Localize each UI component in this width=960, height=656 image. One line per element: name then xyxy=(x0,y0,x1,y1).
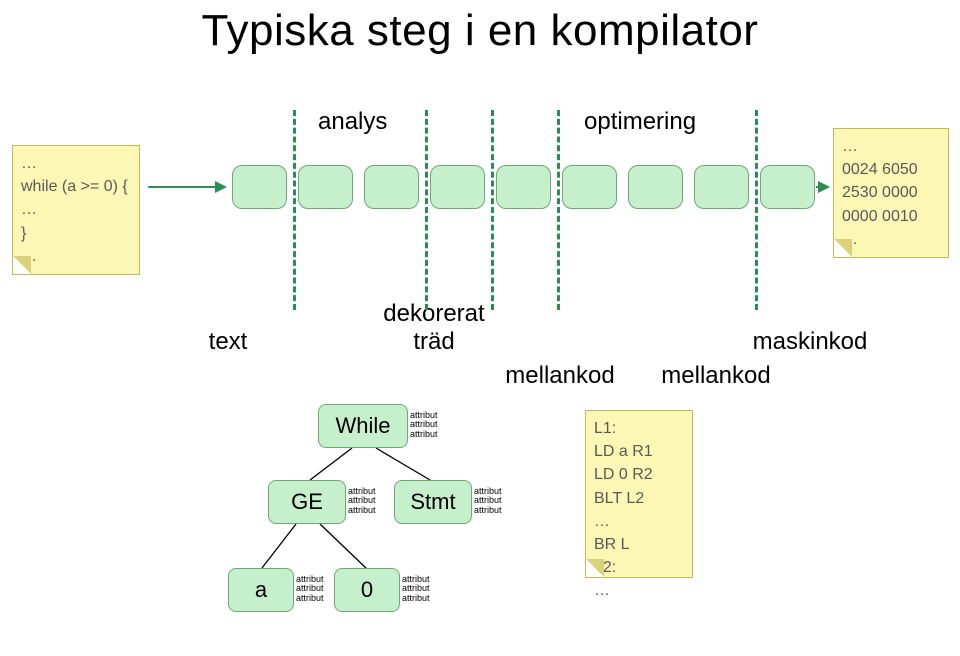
pipeline-stage xyxy=(562,165,617,209)
pipeline-stage xyxy=(232,165,287,209)
attrib-word: attribut xyxy=(474,506,502,515)
note-line: L1: xyxy=(594,417,684,440)
attrib-labels-zero: attributattributattribut xyxy=(402,575,430,603)
attrib-word: attribut xyxy=(348,506,376,515)
pipeline-separator xyxy=(491,110,494,310)
phase-analys: analys xyxy=(318,108,387,136)
note-fold-icon xyxy=(13,256,31,274)
note-line: 0000 0010 xyxy=(842,205,940,228)
note-fold-icon xyxy=(834,239,852,257)
pipeline-stage xyxy=(694,165,749,209)
pipeline-stage xyxy=(760,165,815,209)
attrib-labels-while: attributattributattribut xyxy=(410,411,438,439)
note-line: BR L xyxy=(594,533,684,556)
note-line: … xyxy=(21,198,131,221)
diagram-stage: Typiska steg i en kompilator analys opti… xyxy=(0,0,960,656)
pipeline-separator xyxy=(755,110,758,310)
arrow-pipeline-to-machine xyxy=(816,186,828,188)
arrow-source-to-pipeline xyxy=(148,186,225,188)
pipeline-stage xyxy=(364,165,419,209)
note-line: } xyxy=(21,222,131,245)
note-line: … xyxy=(842,135,940,158)
attrib-labels-ge: attributattributattribut xyxy=(348,487,376,515)
tree-node-while: While xyxy=(318,404,408,448)
note-fold-icon xyxy=(586,559,604,577)
note-line: 0024 6050 xyxy=(842,158,940,181)
note-line: 2530 0000 xyxy=(842,181,940,204)
label-maskinkod: maskinkod xyxy=(740,328,880,356)
tree-node-ge: GE xyxy=(268,480,346,524)
note-line: … xyxy=(594,579,684,602)
note-line: LD 0 R2 xyxy=(594,463,684,486)
note-line: … xyxy=(842,228,940,251)
note-line: … xyxy=(594,510,684,533)
intermediate-code-note: L1: LD a R1 LD 0 R2 BLT L2 … BR L L2: … xyxy=(585,410,693,578)
note-line: … xyxy=(21,152,131,175)
label-mellankod-1: mellankod xyxy=(490,362,630,390)
note-line: while (a >= 0) { xyxy=(21,175,131,198)
pipeline-stage xyxy=(298,165,353,209)
tree-node-a: a xyxy=(228,568,294,612)
label-dekorerat: dekorerat xyxy=(364,300,504,328)
machine-code-note: … 0024 6050 2530 0000 0000 0010 … xyxy=(833,128,949,258)
label-mellankod-2: mellankod xyxy=(646,362,786,390)
attrib-labels-a: attributattributattribut xyxy=(296,575,324,603)
pipeline-separator xyxy=(425,110,428,310)
label-trad: träd xyxy=(364,328,504,356)
phase-optimering: optimering xyxy=(584,108,696,136)
attrib-word: attribut xyxy=(410,430,438,439)
tree-node-stmt: Stmt xyxy=(394,480,472,524)
source-code-note: … while (a >= 0) { … } … xyxy=(12,145,140,275)
slide-title: Typiska steg i en kompilator xyxy=(0,6,960,56)
attrib-labels-stmt: attributattributattribut xyxy=(474,487,502,515)
pipeline-stage xyxy=(628,165,683,209)
pipeline-stage xyxy=(496,165,551,209)
pipeline-stage xyxy=(430,165,485,209)
note-line: … xyxy=(21,245,131,268)
tree-node-zero: 0 xyxy=(334,568,400,612)
note-line: L2: xyxy=(594,556,684,579)
pipeline-separator xyxy=(293,110,296,310)
pipeline-separator xyxy=(557,110,560,310)
attrib-word: attribut xyxy=(402,594,430,603)
note-line: BLT L2 xyxy=(594,487,684,510)
note-line: LD a R1 xyxy=(594,440,684,463)
label-text: text xyxy=(158,328,298,356)
attrib-word: attribut xyxy=(296,594,324,603)
